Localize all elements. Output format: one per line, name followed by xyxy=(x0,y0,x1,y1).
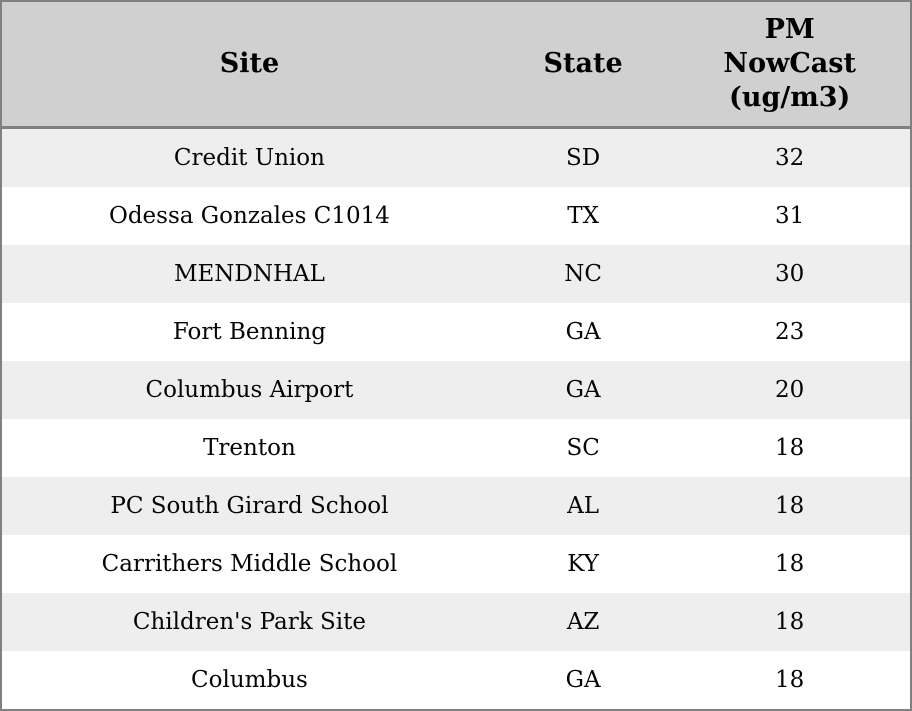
header-cell-pm-nowcast-label: PM NowCast (ug/m3) xyxy=(723,14,856,113)
table-header: Site State PM NowCast (ug/m3) xyxy=(2,2,910,129)
site-cell: Fort Benning xyxy=(172,318,326,345)
table-row: Credit Union SD 32 xyxy=(2,127,910,188)
site-cell: Columbus Airport xyxy=(145,376,354,403)
table-row: Children's Park Site AZ 18 xyxy=(2,592,910,651)
table-row: Odessa Gonzales C1014 TX 31 xyxy=(2,187,910,245)
value-cell: 31 xyxy=(775,203,805,229)
value-cell: 18 xyxy=(775,550,805,577)
site-cell: Trenton xyxy=(203,434,296,461)
header-cell-pm-nowcast: PM NowCast (ug/m3) xyxy=(669,2,910,129)
header-row: Site State PM NowCast (ug/m3) xyxy=(2,2,910,129)
table-row: Carrithers Middle School KY 18 xyxy=(2,534,910,593)
site-cell: PC South Girard School xyxy=(110,492,389,519)
state-cell: SD xyxy=(566,145,601,171)
table-row: Columbus GA 18 xyxy=(2,650,910,709)
state-cell: SC xyxy=(566,434,600,461)
table-body: Credit Union SD 32 Odessa Gonzales C1014 TX 3… xyxy=(2,127,910,709)
value-cell: 18 xyxy=(775,434,805,461)
table-row: PC South Girard School AL 18 xyxy=(2,476,910,535)
state-cell: GA xyxy=(565,318,601,345)
value-cell: 18 xyxy=(775,608,805,635)
value-cell: 30 xyxy=(775,260,805,287)
state-cell: GA xyxy=(565,666,601,693)
site-cell: Odessa Gonzales C1014 xyxy=(108,203,390,229)
site-cell: MENDNHAL xyxy=(173,260,325,287)
site-cell: Children's Park Site xyxy=(132,608,366,635)
table-row: Trenton SC 18 xyxy=(2,418,910,477)
table-row: Columbus Airport GA 20 xyxy=(2,360,910,419)
value-cell: 18 xyxy=(775,492,805,519)
header-cell-state: State xyxy=(496,2,670,129)
value-cell: 32 xyxy=(775,145,805,171)
state-cell: KY xyxy=(567,550,599,577)
state-cell: AL xyxy=(567,492,600,519)
value-cell: 18 xyxy=(775,666,805,693)
header-cell-site: Site xyxy=(2,2,497,129)
value-cell: 20 xyxy=(775,376,805,403)
table-row: Fort Benning GA 23 xyxy=(2,302,910,361)
state-cell: NC xyxy=(564,260,602,287)
site-cell: Carrithers Middle School xyxy=(101,550,398,577)
site-cell: Columbus xyxy=(191,666,308,693)
table-row: MENDNHAL NC 30 xyxy=(2,245,910,303)
value-cell: 23 xyxy=(775,318,805,345)
site-cell: Credit Union xyxy=(173,145,325,171)
state-cell: TX xyxy=(567,203,599,229)
state-cell: GA xyxy=(565,376,601,403)
state-cell: AZ xyxy=(566,608,600,635)
